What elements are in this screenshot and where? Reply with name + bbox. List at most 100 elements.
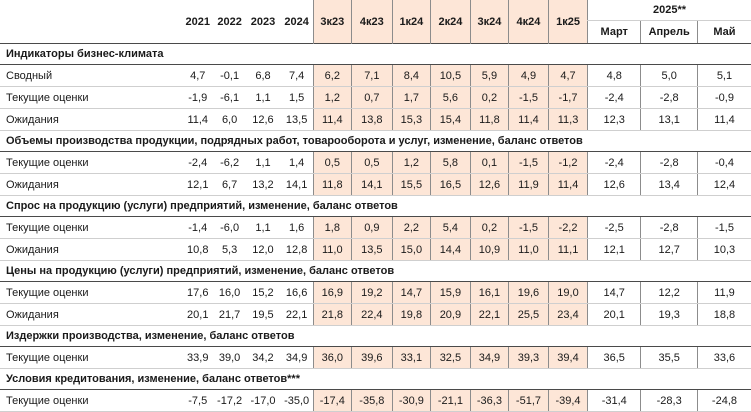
- value-cell: 5,4: [429, 216, 471, 239]
- row-label: Текущие оценки: [0, 86, 182, 109]
- value-cell: -35,0: [280, 389, 314, 412]
- value-cell: 19,6: [507, 281, 549, 304]
- value-cell: 14,1: [350, 173, 393, 196]
- value-cell: -0,9: [696, 86, 751, 109]
- section-title: Спрос на продукцию (услуги) предприятий,…: [0, 195, 751, 217]
- value-cell: 39,4: [547, 346, 588, 369]
- table-body: Индикаторы бизнес-климата Сводный 4,7 -0,1 6…: [0, 43, 751, 412]
- value-cell: 13,5: [280, 108, 314, 131]
- value-cell: 5,8: [429, 151, 471, 174]
- year-header: 2021: [181, 0, 214, 44]
- value-cell: 7,4: [280, 64, 314, 87]
- value-cell: -28,3: [640, 389, 698, 412]
- value-cell: 19,5: [245, 303, 281, 326]
- row-label: Ожидания: [0, 238, 182, 261]
- table-row: Текущие оценки 33,9 39,0 34,2 34,9 36,0 39,6 33…: [0, 346, 751, 369]
- value-cell: 7,1: [350, 64, 393, 87]
- value-cell: 1,2: [312, 86, 352, 109]
- value-cell: 8,4: [391, 64, 431, 87]
- value-cell: 13,5: [350, 238, 393, 261]
- section-header-row: Индикаторы бизнес-климата: [0, 43, 751, 65]
- value-cell: -2,2: [547, 216, 588, 239]
- year-header: 2023: [245, 0, 281, 44]
- value-cell: 19,8: [391, 303, 431, 326]
- value-cell: 4,7: [547, 64, 588, 87]
- value-cell: -31,4: [587, 389, 641, 412]
- value-cell: 23,4: [547, 303, 588, 326]
- value-cell: 39,6: [350, 346, 393, 369]
- table-row: Сводный 4,7 -0,1 6,8 7,4 6,2 7,1 8,4 10,5 5,9 4,9 4…: [0, 64, 751, 87]
- value-cell: 11,4: [312, 108, 352, 131]
- value-cell: 1,7: [391, 86, 431, 109]
- value-cell: -39,4: [547, 389, 588, 412]
- value-cell: 33,1: [391, 346, 431, 369]
- value-cell: 11,0: [507, 238, 549, 261]
- value-cell: 5,3: [213, 238, 246, 261]
- month-header: Март: [587, 20, 641, 44]
- value-cell: 11,9: [507, 173, 549, 196]
- row-label: Ожидания: [0, 303, 182, 326]
- value-cell: -17,4: [312, 389, 352, 412]
- value-cell: 11,3: [547, 108, 588, 131]
- quarter-header: 1к24: [391, 0, 431, 44]
- value-cell: 4,9: [507, 64, 549, 87]
- value-cell: 34,9: [469, 346, 509, 369]
- value-cell: -1,5: [507, 86, 549, 109]
- value-cell: 25,5: [507, 303, 549, 326]
- value-cell: 15,4: [429, 108, 471, 131]
- value-cell: 5,1: [696, 64, 751, 87]
- section-header-row: Спрос на продукцию (услуги) предприятий,…: [0, 195, 751, 217]
- value-cell: 16,5: [429, 173, 471, 196]
- value-cell: -1,5: [507, 216, 549, 239]
- row-label: Текущие оценки: [0, 281, 182, 304]
- value-cell: 19,0: [547, 281, 588, 304]
- value-cell: -30,9: [391, 389, 431, 412]
- value-cell: 10,5: [429, 64, 471, 87]
- value-cell: 20,9: [429, 303, 471, 326]
- row-label: Ожидания: [0, 173, 182, 196]
- value-cell: -51,7: [507, 389, 549, 412]
- value-cell: 4,7: [181, 64, 214, 87]
- value-cell: 32,5: [429, 346, 471, 369]
- value-cell: 11,9: [696, 281, 751, 304]
- value-cell: 13,2: [245, 173, 281, 196]
- value-cell: 12,2: [640, 281, 698, 304]
- value-cell: -0,1: [213, 64, 246, 87]
- value-cell: 4,8: [587, 64, 641, 87]
- row-label: Текущие оценки: [0, 389, 182, 412]
- value-cell: 12,4: [696, 173, 751, 196]
- month-header: Май: [696, 20, 751, 44]
- value-cell: -2,8: [640, 151, 698, 174]
- value-cell: 10,8: [181, 238, 214, 261]
- table-row: Текущие оценки -1,9 -6,1 1,1 1,5 1,2 0,7 1,7 5,6…: [0, 86, 751, 109]
- value-cell: 0,2: [469, 86, 509, 109]
- section-title: Объемы производства продукции, подрядных…: [0, 130, 751, 152]
- value-cell: -6,2: [213, 151, 246, 174]
- table-row: Ожидания 12,1 6,7 13,2 14,1 11,8 14,1 15,5 16,5 1…: [0, 173, 751, 196]
- value-cell: 11,4: [547, 173, 588, 196]
- value-cell: -2,4: [181, 151, 214, 174]
- value-cell: 33,9: [181, 346, 214, 369]
- section-header-row: Условия кредитования, изменение, баланс …: [0, 368, 751, 390]
- value-cell: -2,5: [587, 216, 641, 239]
- value-cell: 17,6: [181, 281, 214, 304]
- value-cell: 16,9: [312, 281, 352, 304]
- value-cell: 11,4: [181, 108, 214, 131]
- value-cell: 2,2: [391, 216, 431, 239]
- value-cell: 12,6: [469, 173, 509, 196]
- value-cell: 1,4: [280, 151, 314, 174]
- table-row: Текущие оценки -1,4 -6,0 1,1 1,6 1,8 0,9 2,2 5,4…: [0, 216, 751, 239]
- value-cell: 22,1: [469, 303, 509, 326]
- value-cell: -2,4: [587, 151, 641, 174]
- value-cell: 6,8: [245, 64, 281, 87]
- value-cell: -1,5: [696, 216, 751, 239]
- section-title: Цены на продукцию (услуги) предприятий, …: [0, 260, 751, 282]
- value-cell: 0,1: [469, 151, 509, 174]
- value-cell: 12,6: [587, 173, 641, 196]
- value-cell: 21,8: [312, 303, 352, 326]
- value-cell: -17,2: [213, 389, 246, 412]
- value-cell: 0,5: [350, 151, 393, 174]
- row-label: Текущие оценки: [0, 151, 182, 174]
- value-cell: 13,1: [640, 108, 698, 131]
- value-cell: -6,0: [213, 216, 246, 239]
